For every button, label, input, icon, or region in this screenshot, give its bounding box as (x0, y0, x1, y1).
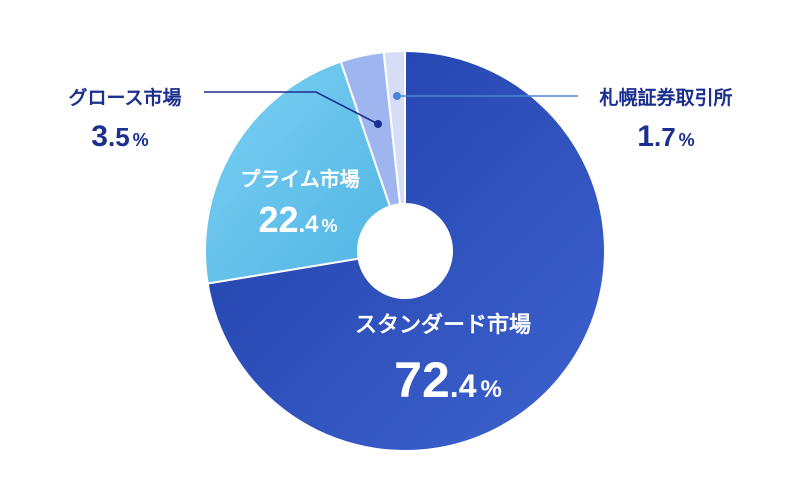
donut-hole (357, 203, 453, 299)
label-standard-name: スタンダード市場 (355, 312, 531, 338)
leader-dot-growth (374, 120, 382, 128)
leader-lines (204, 91, 578, 128)
leader-line-growth (204, 91, 379, 125)
label-standard: スタンダード市場 72.4% (355, 312, 531, 408)
label-growth-name: グロース市場 (68, 86, 181, 109)
label-growth-value: 3.5% (91, 120, 148, 153)
label-sapporo-name: 札幌証券取引所 (598, 86, 732, 109)
label-prime-value: 22.4% (258, 199, 337, 240)
label-prime-name: プライム市場 (240, 167, 360, 191)
slice-sapporo (382, 49, 406, 252)
label-standard-value: 72.4% (394, 352, 502, 408)
label-prime: プライム市場 22.4% (240, 167, 360, 240)
label-growth: グロース市場 3.5% (68, 86, 181, 153)
leader-dot-sapporo (393, 92, 401, 100)
label-sapporo: 札幌証券取引所 1.7% (598, 86, 732, 153)
label-sapporo-value: 1.7% (637, 120, 694, 153)
slice-prime (204, 60, 407, 285)
